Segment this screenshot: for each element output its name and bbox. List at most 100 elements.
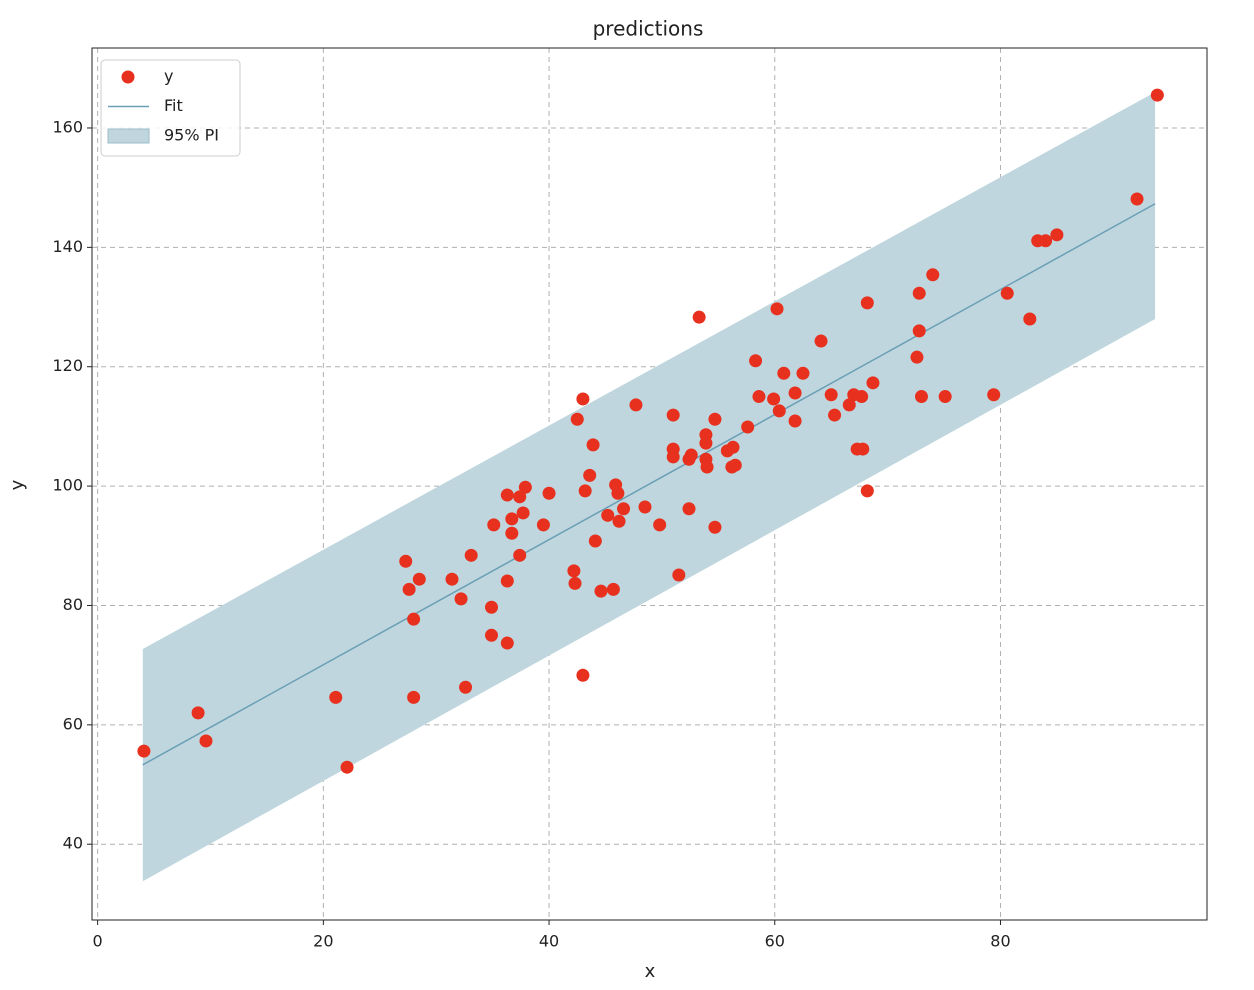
- y-axis-label: y: [7, 479, 28, 490]
- data-point: [329, 690, 343, 704]
- data-point: [399, 554, 413, 568]
- x-tick-label: 80: [990, 932, 1010, 951]
- data-point: [412, 572, 426, 586]
- data-point: [576, 392, 590, 406]
- prediction-band: [142, 92, 1156, 882]
- data-point: [464, 548, 478, 562]
- data-point: [814, 334, 828, 348]
- data-point: [752, 390, 766, 404]
- data-point: [770, 302, 784, 316]
- data-point: [708, 412, 722, 426]
- data-point: [505, 512, 519, 526]
- data-point: [684, 448, 698, 462]
- data-point: [824, 388, 838, 402]
- data-point: [699, 436, 713, 450]
- data-point: [866, 376, 880, 390]
- data-point: [855, 390, 869, 404]
- data-point: [568, 576, 582, 590]
- data-point: [199, 734, 213, 748]
- data-point: [340, 760, 354, 774]
- legend-label: y: [164, 67, 173, 86]
- data-point: [594, 584, 608, 598]
- y-tick-label: 80: [63, 595, 83, 614]
- data-point: [505, 526, 519, 540]
- data-point: [796, 366, 810, 380]
- data-point: [500, 636, 514, 650]
- data-point: [728, 458, 742, 472]
- data-point: [536, 518, 550, 532]
- legend: y Fit 95% PI: [100, 59, 241, 157]
- data-point: [588, 534, 602, 548]
- data-point: [500, 488, 514, 502]
- x-tick-label: 60: [765, 932, 785, 951]
- data-point: [692, 310, 706, 324]
- data-point: [772, 404, 786, 418]
- x-tick-label: 0: [93, 932, 103, 951]
- data-point: [570, 412, 584, 426]
- data-point: [828, 408, 842, 422]
- data-point: [485, 600, 499, 614]
- chart-title: predictions: [593, 17, 704, 41]
- y-tick-label: 140: [52, 237, 83, 256]
- data-point: [402, 582, 416, 596]
- data-point: [749, 354, 763, 368]
- data-point: [500, 574, 514, 588]
- data-point: [612, 514, 626, 528]
- data-point: [407, 612, 421, 626]
- data-point: [914, 390, 928, 404]
- plot-frame: [91, 47, 1208, 921]
- data-point: [567, 564, 581, 578]
- data-point: [137, 744, 151, 758]
- data-point: [513, 490, 527, 504]
- data-point: [1150, 88, 1164, 102]
- y-tick-label: 160: [52, 117, 83, 136]
- data-point: [586, 438, 600, 452]
- data-point: [487, 518, 501, 532]
- y-tick-label: 100: [52, 476, 83, 495]
- legend-marker: [121, 70, 135, 84]
- data-point: [708, 520, 722, 534]
- legend-swatch: [107, 128, 150, 144]
- legend-label: Fit: [164, 96, 183, 115]
- data-point: [601, 508, 615, 522]
- data-point: [1000, 286, 1014, 300]
- data-point: [938, 390, 952, 404]
- data-point: [617, 502, 631, 516]
- data-point: [860, 484, 874, 498]
- legend-label: 95% PI: [164, 126, 219, 145]
- data-point: [666, 408, 680, 422]
- data-point: [485, 628, 499, 642]
- data-point: [576, 668, 590, 682]
- data-point: [459, 680, 473, 694]
- y-tick-label: 120: [52, 356, 83, 375]
- data-point: [191, 706, 205, 720]
- data-point: [1050, 228, 1064, 242]
- y-tick-label: 40: [63, 834, 83, 853]
- data-point: [454, 592, 468, 606]
- data-point: [513, 548, 527, 562]
- data-point: [407, 690, 421, 704]
- data-point: [516, 506, 530, 520]
- data-point: [860, 296, 874, 310]
- data-point: [912, 286, 926, 300]
- data-point: [445, 572, 459, 586]
- data-point: [700, 460, 714, 474]
- data-point: [1130, 192, 1144, 206]
- data-point: [518, 480, 532, 494]
- data-point: [666, 450, 680, 464]
- data-point: [842, 398, 856, 412]
- data-point: [788, 386, 802, 400]
- data-point: [912, 324, 926, 338]
- data-point: [910, 350, 924, 364]
- fit-line: [142, 203, 1156, 766]
- data-point: [606, 582, 620, 596]
- x-axis-label: x: [645, 961, 656, 982]
- data-point: [777, 366, 791, 380]
- data-point: [638, 500, 652, 514]
- x-tick-label: 20: [313, 932, 333, 951]
- data-point: [741, 420, 755, 434]
- data-point: [542, 486, 556, 500]
- data-point: [856, 442, 870, 456]
- data-point: [583, 468, 597, 482]
- y-tick-label: 60: [63, 714, 83, 733]
